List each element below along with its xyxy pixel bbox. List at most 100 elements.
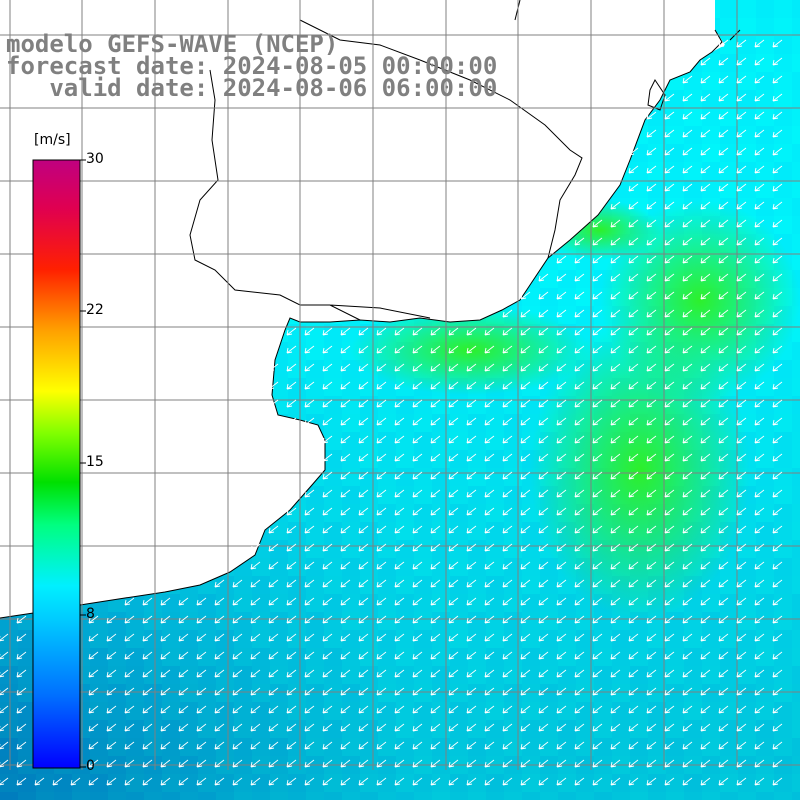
wind-vector-arrow-icon xyxy=(700,201,711,210)
wind-vector-arrow-icon xyxy=(574,651,585,660)
wind-cell xyxy=(270,702,288,720)
wind-cell xyxy=(324,792,342,800)
wind-cell xyxy=(360,774,378,792)
wind-vector-arrow-icon xyxy=(772,633,783,642)
wind-cell xyxy=(360,558,378,576)
wind-vector-arrow-icon xyxy=(88,651,99,660)
wind-cell xyxy=(522,738,540,756)
wind-vector-arrow-icon xyxy=(628,219,639,228)
wind-cell xyxy=(0,720,18,738)
wind-vector-arrow-icon xyxy=(502,561,513,570)
wind-vector-arrow-icon xyxy=(304,615,315,624)
wind-cell xyxy=(792,414,800,432)
wind-cell xyxy=(252,666,270,684)
wind-cell xyxy=(162,702,180,720)
wind-vector-arrow-icon xyxy=(700,453,711,462)
wind-cell xyxy=(252,720,270,738)
wind-cell xyxy=(180,648,198,666)
wind-vector-arrow-icon xyxy=(250,543,261,552)
wind-cell xyxy=(666,630,684,648)
wind-vector-arrow-icon xyxy=(538,543,549,552)
wind-vector-arrow-icon xyxy=(358,597,369,606)
wind-cell xyxy=(306,540,324,558)
wind-cell xyxy=(360,666,378,684)
wind-vector-arrow-icon xyxy=(376,597,387,606)
wind-cell xyxy=(378,630,396,648)
wind-cell xyxy=(414,702,432,720)
wind-vector-arrow-icon xyxy=(646,219,657,228)
wind-vector-arrow-icon xyxy=(610,525,621,534)
wind-cell xyxy=(162,630,180,648)
wind-cell xyxy=(144,648,162,666)
wind-cell xyxy=(576,666,594,684)
wind-vector-arrow-icon xyxy=(250,705,261,714)
wind-cell xyxy=(774,72,792,90)
wind-cell xyxy=(216,612,234,630)
wind-vector-arrow-icon xyxy=(304,705,315,714)
wind-vector-arrow-icon xyxy=(394,417,405,426)
wind-cell xyxy=(180,774,198,792)
wind-vector-arrow-icon xyxy=(700,435,711,444)
wind-vector-arrow-icon xyxy=(412,435,423,444)
wind-cell xyxy=(342,432,360,450)
wind-vector-arrow-icon xyxy=(664,543,675,552)
colorbar-tick-15: 15 xyxy=(86,454,104,470)
wind-cell xyxy=(666,126,684,144)
wind-vector-arrow-icon xyxy=(556,453,567,462)
forecast-date: forecast date: 2024-08-05 00:00:00 xyxy=(6,52,498,80)
wind-cell xyxy=(792,576,800,594)
wind-vector-arrow-icon xyxy=(718,669,729,678)
wind-vector-arrow-icon xyxy=(754,543,765,552)
wind-cell xyxy=(774,792,792,800)
wind-vector-arrow-icon xyxy=(304,345,315,354)
wind-vector-arrow-icon xyxy=(466,381,477,390)
wind-cell xyxy=(414,414,432,432)
colorbar-unit: [m/s] xyxy=(34,132,71,148)
wind-cell xyxy=(126,612,144,630)
wind-cell xyxy=(756,738,774,756)
wind-cell xyxy=(486,594,504,612)
wind-vector-arrow-icon xyxy=(772,399,783,408)
wind-cell xyxy=(540,684,558,702)
wind-vector-arrow-icon xyxy=(772,435,783,444)
wind-vector-arrow-icon xyxy=(754,345,765,354)
wind-vector-arrow-icon xyxy=(430,741,441,750)
wind-cell xyxy=(108,612,126,630)
wind-cell xyxy=(414,738,432,756)
wind-vector-arrow-icon xyxy=(322,687,333,696)
wind-cell xyxy=(792,234,800,252)
wind-vector-arrow-icon xyxy=(610,237,621,246)
wind-vector-arrow-icon xyxy=(466,705,477,714)
wind-vector-arrow-icon xyxy=(430,471,441,480)
wind-cell xyxy=(648,162,666,180)
wind-cell xyxy=(324,684,342,702)
wind-vector-arrow-icon xyxy=(736,237,747,246)
wind-vector-arrow-icon xyxy=(412,363,423,372)
wind-cell xyxy=(504,522,522,540)
wind-cell xyxy=(324,774,342,792)
wind-cell xyxy=(342,648,360,666)
wind-cell xyxy=(432,648,450,666)
wind-vector-arrow-icon xyxy=(592,705,603,714)
wind-vector-arrow-icon xyxy=(484,615,495,624)
wind-cell xyxy=(720,162,738,180)
wind-vector-arrow-icon xyxy=(160,723,171,732)
wind-vector-arrow-icon xyxy=(232,705,243,714)
wind-cell xyxy=(774,144,792,162)
wind-vector-arrow-icon xyxy=(754,183,765,192)
wind-vector-arrow-icon xyxy=(682,507,693,516)
wind-vector-arrow-icon xyxy=(502,327,513,336)
wind-cell xyxy=(684,612,702,630)
wind-cell xyxy=(630,666,648,684)
wind-cell xyxy=(648,702,666,720)
wind-cell xyxy=(756,108,774,126)
wind-cell xyxy=(144,684,162,702)
wind-cell xyxy=(432,630,450,648)
wind-vector-arrow-icon xyxy=(664,417,675,426)
wind-vector-arrow-icon xyxy=(250,741,261,750)
wind-vector-arrow-icon xyxy=(682,399,693,408)
wind-vector-arrow-icon xyxy=(412,381,423,390)
wind-cell xyxy=(306,630,324,648)
wind-vector-arrow-icon xyxy=(700,75,711,84)
